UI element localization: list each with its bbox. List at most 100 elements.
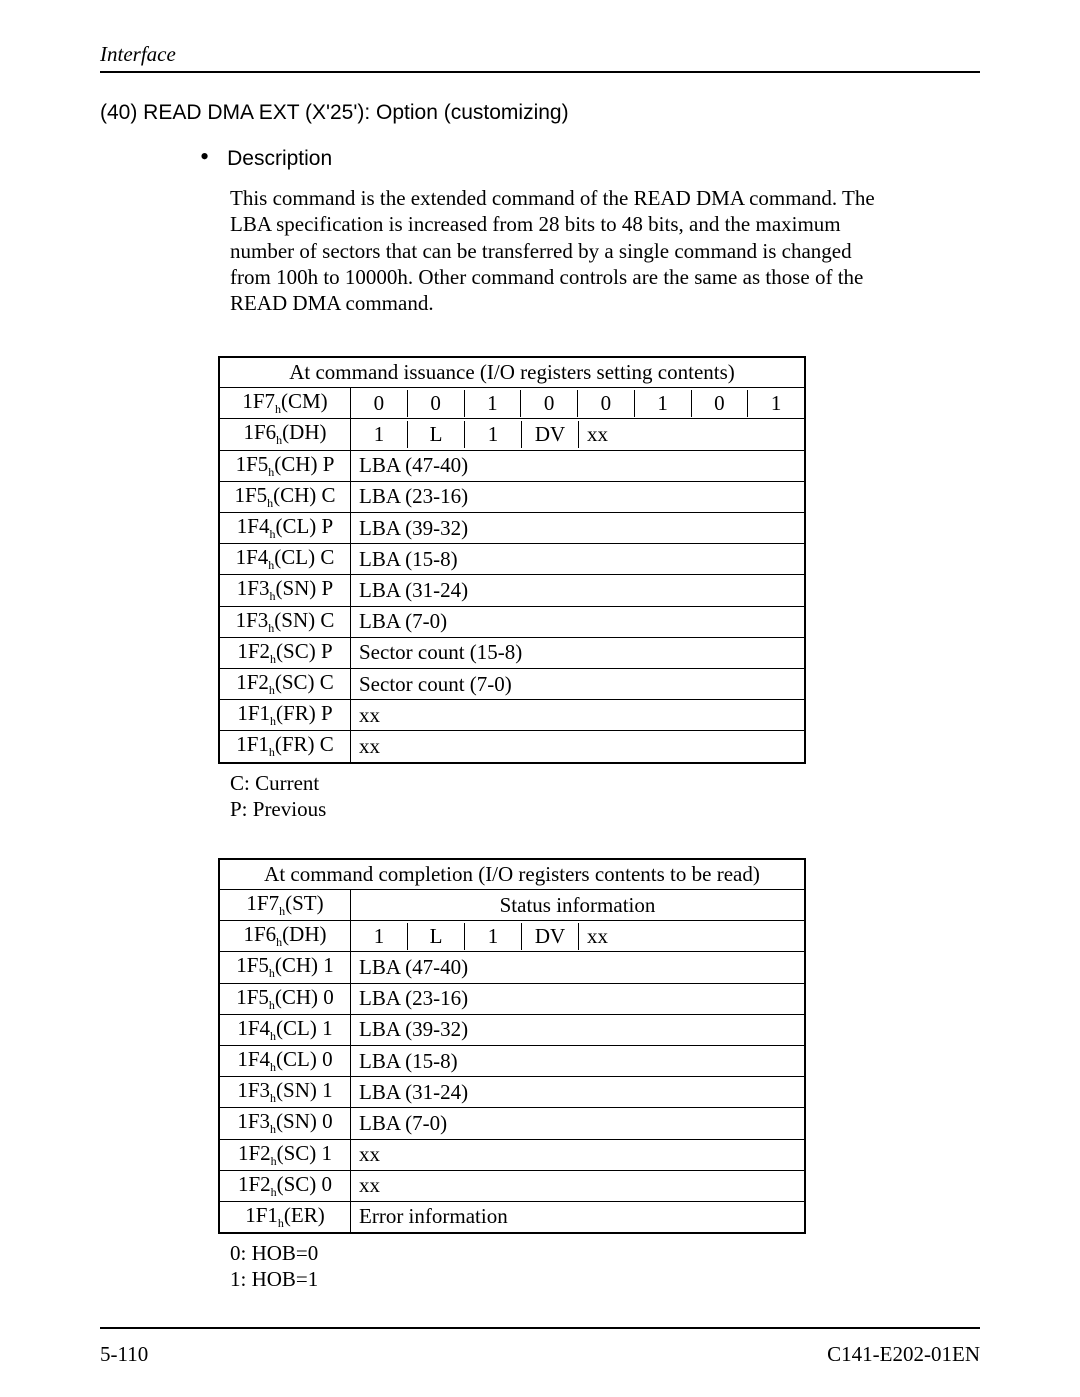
table-row: 1F7h(ST)Status information (220, 890, 804, 921)
page-number: 5-110 (100, 1342, 148, 1367)
register-cell: 1F5h(CH) C (220, 482, 351, 512)
table-row: 1F3h(SN) CLBA (7-0) (220, 607, 804, 638)
value-area: 1L1DVxx (351, 421, 804, 448)
bit-cell: L (408, 421, 465, 448)
register-cell: 1F1h(FR) P (220, 700, 351, 730)
legend-line: C: Current (230, 770, 980, 796)
table-row: 1F6h(DH)1L1DVxx (220, 419, 804, 450)
bit-cell: 0 (521, 390, 578, 417)
table-row: 1F5h(CH) 0LBA (23-16) (220, 984, 804, 1015)
register-cell: 1F3h(SN) P (220, 575, 351, 605)
register-cell: 1F6h(DH) (220, 921, 351, 951)
span-cell: LBA (39-32) (351, 1016, 804, 1043)
table-row: 1F6h(DH)1L1DVxx (220, 921, 804, 952)
bit-cell: DV (522, 923, 579, 950)
register-cell: 1F3h(SN) C (220, 607, 351, 637)
span-cell: LBA (39-32) (351, 515, 804, 542)
head-rule (100, 71, 980, 73)
span-cell: LBA (7-0) (351, 1110, 804, 1137)
table-row: 1F3h(SN) PLBA (31-24) (220, 575, 804, 606)
table2-title: At command completion (I/O registers con… (220, 860, 804, 890)
bit-cell: L (408, 923, 465, 950)
legend-line: 0: HOB=0 (230, 1240, 980, 1266)
bit-cell: 0 (578, 390, 635, 417)
running-head: Interface (100, 42, 980, 67)
value-area: LBA (23-16) (351, 483, 804, 510)
register-cell: 1F5h(CH) 0 (220, 984, 351, 1014)
span-cell: LBA (23-16) (351, 985, 804, 1012)
register-cell: 1F2h(SC) P (220, 638, 351, 668)
value-area: Error information (351, 1203, 804, 1230)
table1-legend: C: Current P: Previous (230, 770, 980, 823)
value-area: 1L1DVxx (351, 923, 804, 950)
span-cell: Error information (351, 1203, 804, 1230)
table1-title: At command issuance (I/O registers setti… (220, 358, 804, 388)
value-area: xx (351, 1141, 804, 1168)
bit-cell: 1 (465, 421, 522, 448)
table-row: 1F4h(CL) 1LBA (39-32) (220, 1015, 804, 1046)
value-area: LBA (31-24) (351, 577, 804, 604)
table-row: 1F2h(SC) 1xx (220, 1140, 804, 1171)
value-area: LBA (23-16) (351, 985, 804, 1012)
span-cell: LBA (31-24) (351, 1079, 804, 1106)
value-area: xx (351, 733, 804, 760)
table-row: 1F3h(SN) 1LBA (31-24) (220, 1077, 804, 1108)
table-row: 1F1h(ER)Error information (220, 1202, 804, 1232)
footer-rule (100, 1327, 980, 1329)
table-row: 1F4h(CL) CLBA (15-8) (220, 544, 804, 575)
span-cell: LBA (47-40) (351, 452, 804, 479)
legend-line: P: Previous (230, 796, 980, 822)
value-area: LBA (39-32) (351, 515, 804, 542)
value-area: xx (351, 1172, 804, 1199)
register-cell: 1F4h(CL) C (220, 544, 351, 574)
bit-cell: 1 (635, 390, 692, 417)
register-cell: 1F4h(CL) 0 (220, 1046, 351, 1076)
bit-cell: DV (522, 421, 579, 448)
register-cell: 1F7h(CM) (220, 388, 351, 418)
span-cell: LBA (47-40) (351, 954, 804, 981)
span-cell: LBA (15-8) (351, 1048, 804, 1075)
register-cell: 1F1h(FR) C (220, 731, 351, 761)
span-cell: Status information (351, 892, 804, 919)
table-row: 1F4h(CL) PLBA (39-32) (220, 513, 804, 544)
span-cell: LBA (23-16) (351, 483, 804, 510)
value-area: Status information (351, 892, 804, 919)
section-title: (40) READ DMA EXT (X'25'): Option (custo… (100, 101, 980, 125)
table-row: 1F2h(SC) PSector count (15-8) (220, 638, 804, 669)
register-cell: 1F5h(CH) 1 (220, 952, 351, 982)
bit-cell: xx (579, 923, 804, 950)
bit-cell: 1 (465, 923, 522, 950)
table-row: 1F1h(FR) Cxx (220, 731, 804, 761)
page-footer: 5-110 C141-E202-01EN (100, 1342, 980, 1367)
table2-legend: 0: HOB=0 1: HOB=1 (230, 1240, 980, 1293)
table-command-completion: At command completion (I/O registers con… (218, 858, 806, 1234)
span-cell: LBA (15-8) (351, 546, 804, 573)
value-area: Sector count (7-0) (351, 671, 804, 698)
value-area: LBA (47-40) (351, 954, 804, 981)
value-area: LBA (47-40) (351, 452, 804, 479)
register-cell: 1F7h(ST) (220, 890, 351, 920)
bit-cell: xx (579, 421, 804, 448)
span-cell: Sector count (15-8) (351, 639, 804, 666)
bit-cell: 0 (408, 390, 465, 417)
doc-id: C141-E202-01EN (827, 1342, 980, 1367)
value-area: LBA (7-0) (351, 608, 804, 635)
table-row: 1F1h(FR) Pxx (220, 700, 804, 731)
table-row: 1F5h(CH) CLBA (23-16) (220, 482, 804, 513)
register-cell: 1F1h(ER) (220, 1202, 351, 1232)
value-area: LBA (7-0) (351, 1110, 804, 1137)
value-area: LBA (15-8) (351, 546, 804, 573)
table-row: 1F7h(CM)00100101 (220, 388, 804, 419)
register-cell: 1F6h(DH) (220, 419, 351, 449)
table-row: 1F5h(CH) PLBA (47-40) (220, 451, 804, 482)
span-cell: xx (351, 1172, 804, 1199)
register-cell: 1F2h(SC) C (220, 669, 351, 699)
span-cell: xx (351, 702, 804, 729)
legend-line: 1: HOB=1 (230, 1266, 980, 1292)
value-area: xx (351, 702, 804, 729)
register-cell: 1F3h(SN) 1 (220, 1077, 351, 1107)
value-area: Sector count (15-8) (351, 639, 804, 666)
bit-cell: 1 (351, 421, 408, 448)
table-row: 1F4h(CL) 0LBA (15-8) (220, 1046, 804, 1077)
value-area: LBA (39-32) (351, 1016, 804, 1043)
